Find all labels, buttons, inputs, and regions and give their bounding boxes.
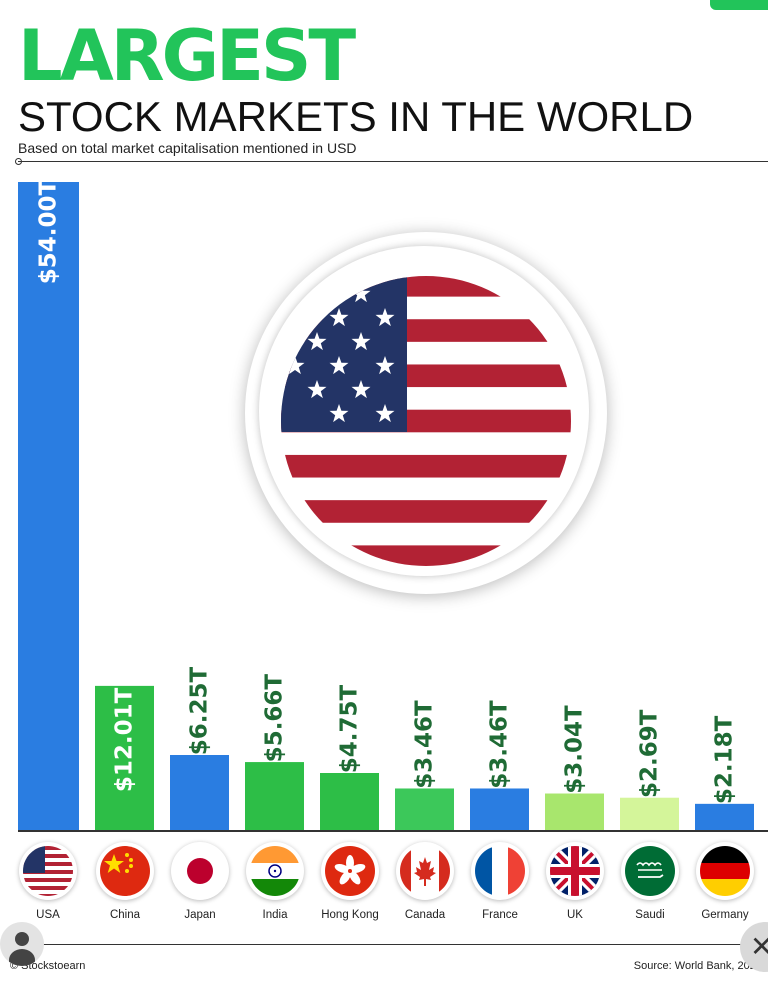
germany-flag-icon xyxy=(700,846,750,896)
featured-flag xyxy=(245,232,607,594)
flag-item-canada: Canada xyxy=(385,842,465,921)
flag-label: Saudi xyxy=(635,909,665,921)
flag-item-germany: Germany xyxy=(685,842,765,921)
chart-baseline xyxy=(18,830,768,832)
flag-item-china: China xyxy=(85,842,165,921)
bar-value-label: $3.46T xyxy=(487,700,513,789)
top-divider xyxy=(18,161,768,162)
bar-value-label: $3.46T xyxy=(412,700,438,789)
flags-row: USA China Japan xyxy=(0,842,768,932)
close-button[interactable]: ✕ xyxy=(740,922,768,972)
bar-chart: $54.00T $12.01T $6.25T $5.66T $4.75T $3.46T $3… xyxy=(18,179,754,830)
star-icon xyxy=(329,308,349,327)
bar-japan xyxy=(170,755,229,830)
close-icon: ✕ xyxy=(750,930,768,963)
page-subtitle: STOCK MARKETS IN THE WORLD xyxy=(18,93,694,140)
star-icon xyxy=(329,356,349,375)
flag-item-india: India xyxy=(235,842,315,921)
usa-flag-icon xyxy=(281,276,571,566)
saudi-flag-icon xyxy=(625,846,675,896)
star-icon xyxy=(351,380,371,399)
hong-kong-flag-icon xyxy=(325,846,375,896)
flag-label: Canada xyxy=(404,909,446,921)
flag-label: India xyxy=(262,909,288,921)
flag-label: France xyxy=(482,909,518,921)
india-flag-icon xyxy=(250,846,300,896)
bar-usa xyxy=(18,182,79,830)
star-icon xyxy=(375,404,395,423)
page-title: LARGEST xyxy=(18,15,356,97)
bar-value-label: $12.01T xyxy=(112,687,138,792)
flag-label: Hong Kong xyxy=(321,909,379,921)
bar-germany xyxy=(695,803,754,830)
flag-circle xyxy=(19,842,77,900)
bar-value-label: $4.75T xyxy=(337,684,363,773)
china-flag-icon xyxy=(100,846,150,896)
avatar-body xyxy=(9,949,35,966)
flag-label: Germany xyxy=(701,909,749,921)
bar-value-label: $5.66T xyxy=(262,674,288,763)
bar-india xyxy=(245,762,304,830)
flag-circle xyxy=(171,842,229,900)
footer-source: Source: World Bank, 2024 xyxy=(633,960,762,972)
flag-circle xyxy=(246,842,304,900)
flag-circle xyxy=(396,842,454,900)
star-icon xyxy=(375,356,395,375)
flag-stripe xyxy=(281,454,571,478)
flag-circle xyxy=(321,842,379,900)
bar-value-label: $54.00T xyxy=(36,179,62,284)
star-icon xyxy=(285,356,305,375)
flag-item-uk: UK xyxy=(535,842,615,921)
uk-flag-icon xyxy=(550,846,600,896)
flag-circle xyxy=(471,842,529,900)
avatar[interactable] xyxy=(0,922,44,966)
avatar-head xyxy=(15,932,29,946)
france-flag-icon xyxy=(475,846,525,896)
bar-france xyxy=(470,788,529,830)
bar-uk xyxy=(545,793,604,830)
flag-item-hong-kong: Hong Kong xyxy=(310,842,390,921)
corner-tab xyxy=(710,0,768,10)
star-icon xyxy=(351,332,371,351)
bar-canada xyxy=(395,788,454,830)
flag-label: China xyxy=(109,909,141,921)
bar-value-label: $2.18T xyxy=(712,715,738,804)
bar-value-label: $2.69T xyxy=(637,709,663,798)
flag-circle xyxy=(546,842,604,900)
bar-value-label: $3.04T xyxy=(562,705,588,794)
bottom-divider xyxy=(18,944,768,945)
usa-flag-icon xyxy=(23,846,73,896)
flag-circle xyxy=(96,842,154,900)
flag-label: UK xyxy=(567,909,583,921)
flag-label: USA xyxy=(36,909,60,921)
star-icon xyxy=(375,308,395,327)
star-icon xyxy=(351,284,371,303)
japan-flag-icon xyxy=(175,846,225,896)
flag-item-usa: USA xyxy=(8,842,88,921)
star-icon xyxy=(307,332,327,351)
star-icon xyxy=(329,404,349,423)
flag-stripe xyxy=(281,545,571,566)
chart-note: Based on total market capitalisation men… xyxy=(18,140,357,156)
bar-value-label: $6.25T xyxy=(187,666,213,755)
flag-item-france: France xyxy=(460,842,540,921)
bar-saudi xyxy=(620,797,679,830)
flag-circle xyxy=(696,842,754,900)
flag-stripe xyxy=(281,276,571,297)
star-icon xyxy=(307,380,327,399)
flag-item-japan: Japan xyxy=(160,842,240,921)
flag-label: Japan xyxy=(184,909,216,921)
flag-circle xyxy=(621,842,679,900)
canada-flag-icon xyxy=(400,846,450,896)
bar-china xyxy=(95,685,154,830)
flag-stripe xyxy=(281,500,571,523)
flag-item-saudi: Saudi xyxy=(610,842,690,921)
bar-hong-kong xyxy=(320,773,379,830)
